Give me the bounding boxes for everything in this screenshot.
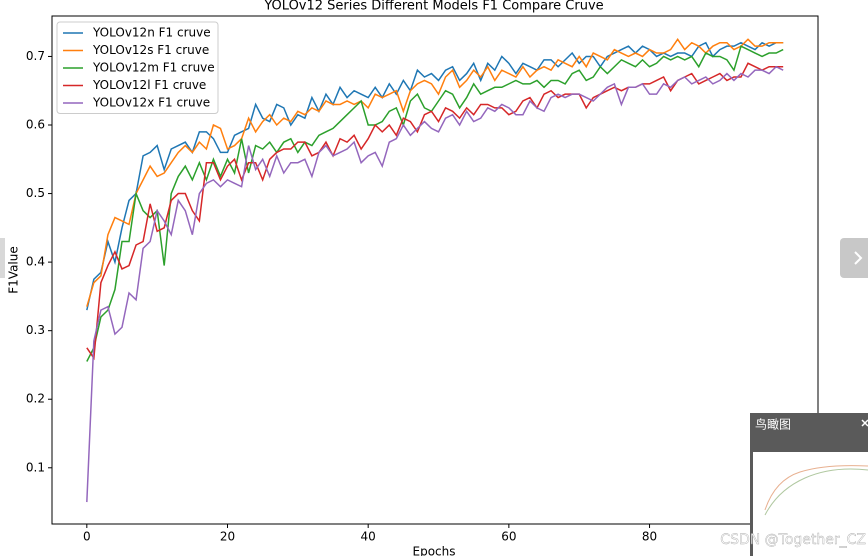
overview-panel: 鸟瞰图 <box>750 413 868 556</box>
axes-frame <box>51 15 819 525</box>
x-tick-label: 40 <box>361 530 376 544</box>
next-icon[interactable] <box>854 251 863 265</box>
series-line <box>86 65 784 503</box>
x-tick-label: 60 <box>501 530 516 544</box>
next-button[interactable] <box>840 238 868 278</box>
legend-label: YOLOv12l F1 cruve <box>92 78 206 92</box>
thumbnail-curve <box>764 465 868 511</box>
y-tick-label: 0.4 <box>26 255 45 269</box>
legend-label: YOLOv12n F1 cruve <box>92 26 211 40</box>
thumbnail-curve <box>764 468 868 516</box>
y-tick-label: 0.3 <box>26 323 45 337</box>
y-tick-label: 0.5 <box>26 186 45 200</box>
series-line <box>86 62 784 361</box>
next-button-bg[interactable] <box>840 238 868 278</box>
y-axis-label: F1Value <box>7 246 21 294</box>
legend-label: YOLOv12s F1 cruve <box>92 43 209 57</box>
close-icon[interactable] <box>861 419 868 427</box>
y-tick-label: 0.1 <box>26 460 45 474</box>
x-axis-label: Epochs <box>413 545 456 556</box>
legend-label: YOLOv12m F1 cruve <box>92 61 215 75</box>
chart: YOLOv12 Series Different Models F1 Compa… <box>7 0 819 556</box>
series-line <box>86 41 784 311</box>
left-tab[interactable] <box>0 238 5 278</box>
series-line <box>86 37 784 307</box>
chart-title: YOLOv12 Series Different Models F1 Compa… <box>263 0 603 14</box>
x-tick-label: 20 <box>220 530 235 544</box>
y-tick-label: 0.6 <box>26 118 45 132</box>
y-tick-label: 0.7 <box>26 49 45 63</box>
overview-title: 鸟瞰图 <box>755 417 791 432</box>
x-tick-label: 80 <box>642 530 657 544</box>
x-tick-label: 0 <box>83 530 91 544</box>
left-tab-shape[interactable] <box>0 238 5 278</box>
legend-box <box>56 21 219 114</box>
y-tick-label: 0.2 <box>26 392 45 406</box>
series-line <box>86 45 784 362</box>
watermark: CSDN @Together_CZ <box>720 532 866 548</box>
legend-label: YOLOv12x F1 cruve <box>92 96 210 110</box>
